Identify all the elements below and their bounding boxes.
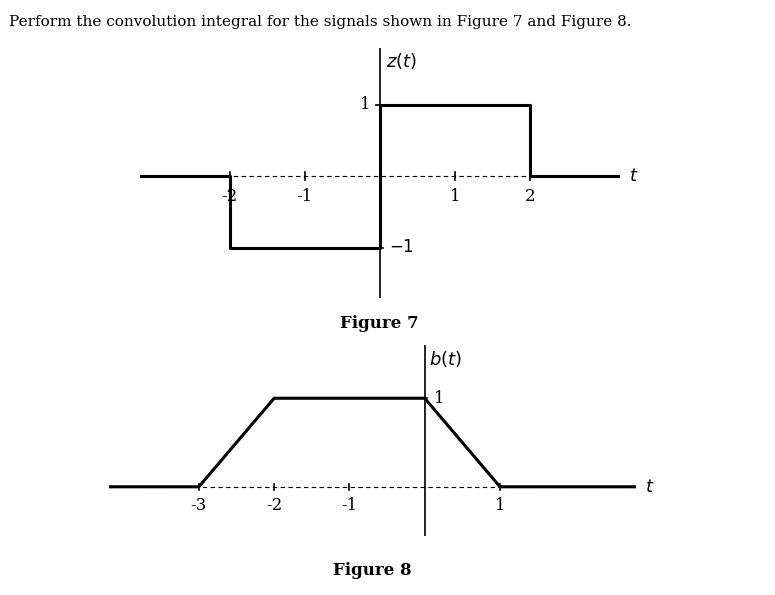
Text: -2: -2: [222, 188, 238, 205]
Text: $b(t)$: $b(t)$: [429, 349, 462, 369]
Text: $t$: $t$: [629, 167, 639, 185]
Text: 1: 1: [434, 390, 444, 407]
Text: -1: -1: [341, 497, 357, 515]
Text: 1: 1: [494, 497, 505, 515]
Text: -2: -2: [266, 497, 282, 515]
Text: $-1$: $-1$: [389, 239, 414, 256]
Text: Figure 7: Figure 7: [340, 315, 419, 332]
Text: -1: -1: [297, 188, 313, 205]
Text: 2: 2: [525, 188, 536, 205]
Text: 1: 1: [449, 188, 460, 205]
Text: Perform the convolution integral for the signals shown in Figure 7 and Figure 8.: Perform the convolution integral for the…: [9, 15, 632, 29]
Text: $z(t)$: $z(t)$: [386, 51, 417, 71]
Text: -3: -3: [191, 497, 207, 515]
Text: Figure 8: Figure 8: [332, 562, 412, 579]
Text: $t$: $t$: [645, 478, 654, 496]
Text: 1: 1: [360, 96, 370, 113]
